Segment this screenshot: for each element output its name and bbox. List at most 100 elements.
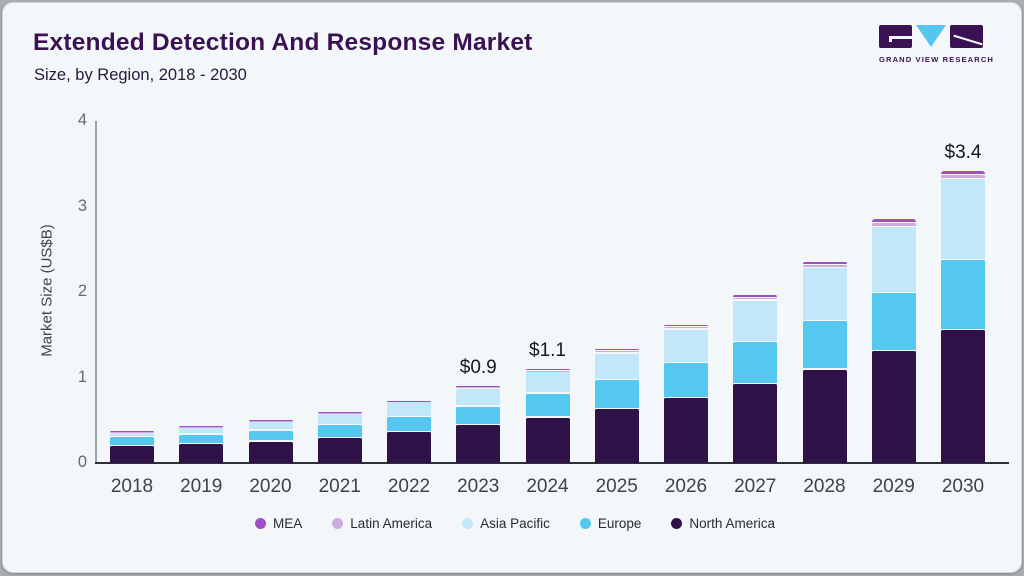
bar-segment-latin-america-2023 xyxy=(456,387,501,388)
y-tick-2: 2 xyxy=(77,282,87,300)
legend-label-latin-america: Latin America xyxy=(350,516,433,531)
bar-segment-asia-pacific-2028 xyxy=(802,268,847,320)
bar-total-label-2023: $0.9 xyxy=(459,357,497,379)
bar-segment-mea-2022 xyxy=(387,400,431,402)
x-tick-2019: 2019 xyxy=(180,476,223,497)
bar-segment-latin-america-2022 xyxy=(387,401,431,403)
bar-segment-asia-pacific-2026 xyxy=(664,329,708,362)
x-tick-2023: 2023 xyxy=(457,476,500,497)
bar-segment-latin-america-2025 xyxy=(594,351,639,353)
legend-item-asia-pacific: Asia Pacific xyxy=(462,516,550,531)
bar-segment-latin-america-2021 xyxy=(317,412,362,414)
y-tick-4: 4 xyxy=(77,111,87,129)
bar-segment-latin-america-2028 xyxy=(802,265,847,267)
bar-segment-asia-pacific-2030 xyxy=(941,179,985,260)
bar-segment-europe-2028 xyxy=(802,321,847,369)
bar-segment-europe-2027 xyxy=(733,342,778,384)
bar-segment-europe-2029 xyxy=(871,292,916,350)
bar-segment-asia-pacific-2021 xyxy=(317,413,362,425)
x-tick-2021: 2021 xyxy=(318,476,361,497)
legend-dot-mea xyxy=(255,518,267,529)
legend-dot-latin-america xyxy=(332,518,344,529)
bar-segment-mea-2025 xyxy=(594,349,639,351)
grand-view-research-logo: GRAND VIEW RESEARCH xyxy=(879,25,994,64)
bar-segment-north-america-2024 xyxy=(525,417,570,463)
bar-segment-latin-america-2030 xyxy=(941,174,985,178)
bar-segment-mea-2023 xyxy=(456,386,501,387)
bar-segment-mea-2018 xyxy=(110,431,154,432)
bar-segment-mea-2028 xyxy=(802,262,847,264)
bar-segment-europe-2030 xyxy=(941,260,985,330)
bar-total-label-2024: $1.1 xyxy=(529,339,566,361)
bar-segment-north-america-2023 xyxy=(456,425,501,463)
bar-segment-europe-2021 xyxy=(317,425,362,437)
bar-segment-north-america-2021 xyxy=(317,438,362,463)
legend-label-north-america: North America xyxy=(689,516,775,531)
bar-segment-north-america-2018 xyxy=(110,445,154,463)
legend: MEA Latin America Asia Pacific Europe North … xyxy=(3,516,1021,531)
legend-item-latin-america: Latin America xyxy=(332,516,432,531)
x-tick-2018: 2018 xyxy=(110,476,154,497)
bar-segment-mea-2029 xyxy=(871,219,916,222)
logo-text: GRAND VIEW RESEARCH xyxy=(879,55,994,64)
bar-segment-asia-pacific-2029 xyxy=(871,227,916,292)
x-tick-2022: 2022 xyxy=(387,476,431,497)
x-tick-2024: 2024 xyxy=(526,476,569,497)
bar-total-label-2030: $3.4 xyxy=(944,141,982,163)
bar-segment-europe-2024 xyxy=(525,393,570,417)
legend-item-north-america: North America xyxy=(671,516,775,531)
bar-segment-north-america-2028 xyxy=(802,369,847,463)
bar-segment-north-america-2027 xyxy=(733,384,778,463)
bar-segment-mea-2020 xyxy=(248,420,293,421)
x-tick-2029: 2029 xyxy=(872,476,915,497)
logo-r-block-icon xyxy=(950,25,983,48)
bar-segment-asia-pacific-2022 xyxy=(387,402,431,416)
x-tick-2030: 2030 xyxy=(941,476,985,497)
bar-segment-north-america-2025 xyxy=(594,409,639,463)
bar-segment-asia-pacific-2023 xyxy=(456,388,501,406)
logo-g-block-icon xyxy=(879,25,912,48)
y-tick-1: 1 xyxy=(77,367,87,386)
y-tick-0: 0 xyxy=(77,453,87,471)
plot-area: Market Size (US$B) 2018 2019 2020 2021 2022 $… xyxy=(3,3,1021,572)
x-tick-2026: 2026 xyxy=(664,476,708,497)
bar-segment-europe-2019 xyxy=(179,434,224,443)
bar-segment-europe-2023 xyxy=(456,406,501,425)
bar-segment-mea-2026 xyxy=(664,325,708,327)
bar-segment-latin-america-2026 xyxy=(664,327,708,329)
bar-segment-mea-2024 xyxy=(525,368,570,370)
bar-segment-north-america-2030 xyxy=(941,330,985,463)
legend-label-mea: MEA xyxy=(273,516,303,531)
bar-segment-mea-2030 xyxy=(941,170,985,174)
bar-segment-asia-pacific-2019 xyxy=(179,427,224,434)
chart-subtitle: Size, by Region, 2018 - 2030 xyxy=(34,66,247,84)
bar-segment-asia-pacific-2025 xyxy=(594,353,639,379)
bar-segment-latin-america-2027 xyxy=(733,297,778,300)
bar-segment-north-america-2022 xyxy=(387,432,431,463)
bar-segment-asia-pacific-2018 xyxy=(110,432,154,437)
bar-segment-latin-america-2019 xyxy=(179,426,224,428)
bar-segment-asia-pacific-2027 xyxy=(733,300,778,342)
y-axis-line xyxy=(95,121,97,463)
bar-segment-europe-2026 xyxy=(664,362,708,397)
bar-segment-north-america-2029 xyxy=(871,350,916,463)
bar-segment-latin-america-2018 xyxy=(110,431,154,433)
legend-item-mea: MEA xyxy=(255,516,302,531)
bar-segment-latin-america-2024 xyxy=(525,370,570,372)
legend-dot-asia-pacific xyxy=(462,518,474,529)
bar-segment-north-america-2026 xyxy=(664,398,708,463)
chart-title: Extended Detection And Response Market xyxy=(33,29,533,56)
x-tick-2020: 2020 xyxy=(249,476,292,497)
bar-segment-asia-pacific-2020 xyxy=(248,421,293,430)
bar-segment-mea-2027 xyxy=(733,295,778,297)
y-tick-3: 3 xyxy=(77,196,87,215)
legend-label-asia-pacific: Asia Pacific xyxy=(480,516,550,531)
x-tick-2028: 2028 xyxy=(803,476,846,497)
bar-segment-europe-2025 xyxy=(594,380,639,408)
bar-segment-europe-2022 xyxy=(387,416,431,431)
bar-segment-asia-pacific-2024 xyxy=(525,372,570,393)
legend-label-europe: Europe xyxy=(597,516,642,531)
legend-item-europe: Europe xyxy=(579,516,642,531)
bar-segment-mea-2021 xyxy=(317,411,362,413)
